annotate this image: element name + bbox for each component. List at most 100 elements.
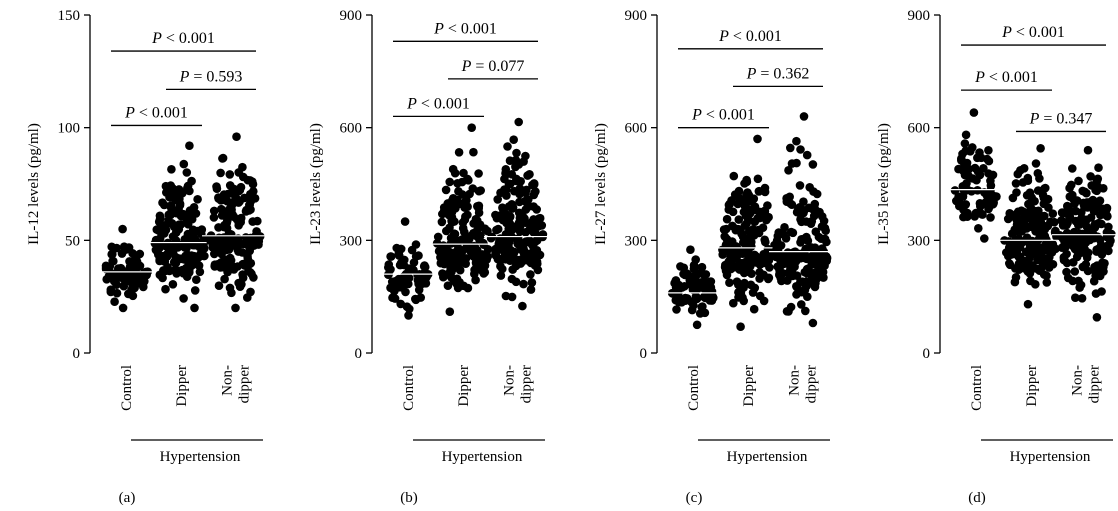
data-point [729, 171, 739, 181]
data-point [225, 170, 235, 179]
data-point [505, 256, 515, 266]
data-point [492, 213, 502, 223]
p-symbol: P [1029, 110, 1040, 127]
y-tick-label: 900 [625, 8, 648, 24]
data-point [191, 209, 201, 218]
data-point [1065, 192, 1075, 201]
data-point [458, 257, 467, 266]
data-point [128, 291, 138, 301]
data-point [460, 227, 469, 237]
data-point [1040, 211, 1049, 221]
data-point [786, 143, 795, 153]
data-point [695, 309, 705, 318]
data-point [192, 253, 202, 263]
data-point [1041, 240, 1050, 249]
data-point [1024, 247, 1034, 257]
data-point [969, 108, 979, 117]
data-point [698, 302, 707, 311]
data-point [1082, 253, 1092, 262]
y-axis-title: IL-35 levels (pg/ml) [876, 123, 892, 245]
data-point [190, 286, 200, 295]
data-point [388, 293, 397, 303]
data-point [792, 136, 801, 146]
data-point [691, 255, 700, 264]
data-point [493, 224, 503, 234]
data-point [1048, 209, 1058, 218]
data-point [474, 208, 484, 217]
data-point [233, 240, 243, 249]
data-point [976, 153, 986, 163]
data-point [1051, 244, 1060, 254]
data-point [1083, 266, 1093, 276]
p-symbol: P [151, 30, 162, 47]
data-point [810, 243, 820, 252]
category-label-line: Control [969, 365, 985, 411]
data-point [800, 233, 810, 243]
data-point [512, 148, 521, 158]
data-point [479, 269, 489, 278]
data-point [508, 225, 517, 234]
data-point [1041, 183, 1050, 193]
data-point [514, 160, 524, 169]
data-point [181, 213, 191, 223]
data-point [168, 280, 178, 289]
category-label: Dipper [741, 365, 757, 407]
data-point [234, 221, 243, 230]
data-point [1007, 229, 1017, 238]
data-point [161, 181, 171, 191]
data-point [1063, 273, 1073, 283]
p-value-text: = 0.077 [471, 58, 524, 75]
p-symbol: P [691, 107, 702, 124]
data-point [411, 240, 421, 249]
data-point [1013, 207, 1023, 217]
dot-strip-dipper [432, 123, 493, 317]
data-point [815, 267, 825, 276]
group-label: Hypertension [160, 449, 241, 465]
data-point [775, 270, 784, 280]
data-point [760, 235, 769, 245]
data-point [1012, 239, 1021, 249]
data-point [465, 189, 474, 199]
y-tick-label: 0 [355, 346, 363, 362]
data-point [115, 273, 124, 282]
data-point [463, 202, 472, 211]
p-value-label: P = 0.347 [1029, 110, 1093, 127]
dot-strip-control [950, 108, 1001, 243]
category-label-line: Non- [787, 365, 803, 396]
p-value-text: < 0.001 [135, 104, 188, 121]
data-point [691, 271, 701, 281]
data-point [503, 142, 512, 151]
data-point [1017, 227, 1027, 236]
data-point [439, 241, 448, 250]
data-point [786, 302, 796, 312]
y-tick-label: 600 [625, 121, 648, 137]
data-point [762, 214, 772, 223]
data-point [1090, 266, 1099, 275]
dot-strip-dipper [150, 141, 212, 313]
data-point [108, 269, 117, 278]
data-point [1097, 204, 1106, 214]
data-point [384, 263, 393, 272]
data-point [686, 245, 695, 254]
data-point [518, 301, 527, 311]
data-point [749, 304, 759, 314]
data-point [507, 292, 517, 302]
p-value-label: P < 0.001 [124, 104, 188, 121]
data-point [174, 205, 183, 214]
data-point [523, 171, 532, 180]
data-point [454, 187, 463, 196]
data-point [386, 252, 396, 261]
y-tick-label: 300 [908, 233, 931, 249]
data-point [808, 318, 818, 328]
p-value-label: P < 0.001 [974, 69, 1038, 86]
data-point [159, 200, 169, 210]
data-point [692, 320, 702, 330]
data-point [1033, 255, 1042, 265]
data-point [753, 213, 763, 223]
data-point [739, 238, 748, 247]
data-point [480, 224, 490, 233]
data-point [391, 282, 401, 292]
data-point [1063, 204, 1073, 213]
data-point [502, 191, 511, 200]
data-point [707, 287, 717, 296]
